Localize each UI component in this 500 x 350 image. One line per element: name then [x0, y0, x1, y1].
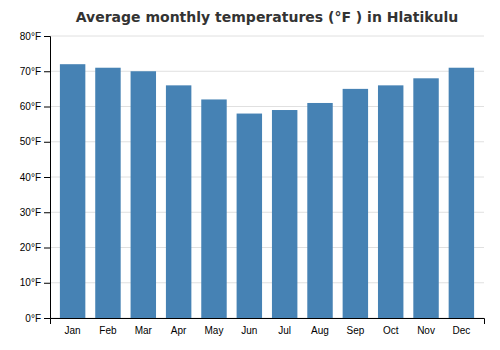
tick-label: 40°F [20, 172, 41, 183]
tick: 20°F [20, 242, 50, 253]
bar [60, 64, 85, 318]
tick-label: Mar [135, 325, 153, 336]
tick: Jul [278, 325, 291, 336]
tick: 70°F [20, 66, 50, 77]
tick-label: May [205, 325, 224, 336]
tick: Jan [65, 325, 81, 336]
bar [237, 114, 262, 318]
tick-label: 80°F [20, 31, 41, 42]
tick-label: 60°F [20, 101, 41, 112]
tick: Jun [241, 325, 257, 336]
bar [413, 78, 438, 318]
tick: 0°F [25, 313, 50, 324]
tick-mark [44, 177, 50, 178]
bar [201, 99, 226, 318]
tick-label: Feb [99, 325, 117, 336]
tick-label: Dec [452, 325, 470, 336]
tick: 10°F [20, 277, 50, 288]
tick-label: 0°F [25, 313, 41, 324]
tick: May [205, 325, 224, 336]
tick-label: Nov [417, 325, 435, 336]
tick: 50°F [20, 136, 50, 147]
chart: 0°F 10°F 20°F 30°F 40°F 50°F 60°F 70°F 80°F Jan Fe… [0, 0, 500, 350]
tick: Sep [346, 325, 364, 336]
tick-label: 10°F [20, 277, 41, 288]
tick-mark [44, 107, 50, 108]
tick-mark [44, 142, 50, 143]
plot: 0°F 10°F 20°F 30°F 40°F 50°F 60°F 70°F 80°F Jan Fe… [20, 31, 485, 336]
tick-label: 30°F [20, 207, 41, 218]
tick-label: Jun [241, 325, 257, 336]
tick: 40°F [20, 172, 50, 183]
tick-label: Aug [311, 325, 329, 336]
bar [307, 103, 332, 318]
y-axis: 0°F 10°F 20°F 30°F 40°F 50°F 60°F 70°F 80°F [20, 31, 51, 324]
grid [50, 36, 484, 318]
axis-line [44, 37, 51, 319]
bar [95, 68, 120, 318]
tick: Dec [452, 325, 470, 336]
axis-line [51, 319, 485, 325]
tick-label: Apr [171, 325, 187, 336]
tick: Feb [99, 325, 117, 336]
tick-label: 50°F [20, 136, 41, 147]
tick-mark [44, 318, 50, 319]
bar [166, 85, 191, 318]
tick-label: Jan [65, 325, 81, 336]
bar [378, 85, 403, 318]
tick: 60°F [20, 101, 50, 112]
bar [272, 110, 297, 318]
tick-label: 20°F [20, 242, 41, 253]
tick: Mar [135, 325, 153, 336]
tick: Apr [171, 325, 187, 336]
bar [131, 71, 156, 318]
bars [60, 64, 474, 318]
tick-mark [44, 36, 50, 37]
tick-mark [44, 283, 50, 284]
tick-label: Sep [346, 325, 364, 336]
tick-mark [44, 248, 50, 249]
title: Average monthly temperatures (°F ) in Hl… [76, 9, 458, 25]
tick: Oct [383, 325, 399, 336]
tick: Nov [417, 325, 435, 336]
tick-label: Oct [383, 325, 399, 336]
grid-line [50, 36, 484, 37]
bar [343, 89, 368, 318]
tick-mark [44, 212, 50, 213]
tick-label: 70°F [20, 66, 41, 77]
tick: 30°F [20, 207, 50, 218]
tick-label: Jul [278, 325, 291, 336]
tick: 80°F [20, 31, 50, 42]
x-axis: Jan Feb Mar Apr May Jun Jul Aug Sep Oct Nov Dec [51, 319, 485, 337]
tick-mark [44, 71, 50, 72]
bar [449, 68, 474, 318]
tick: Aug [311, 325, 329, 336]
